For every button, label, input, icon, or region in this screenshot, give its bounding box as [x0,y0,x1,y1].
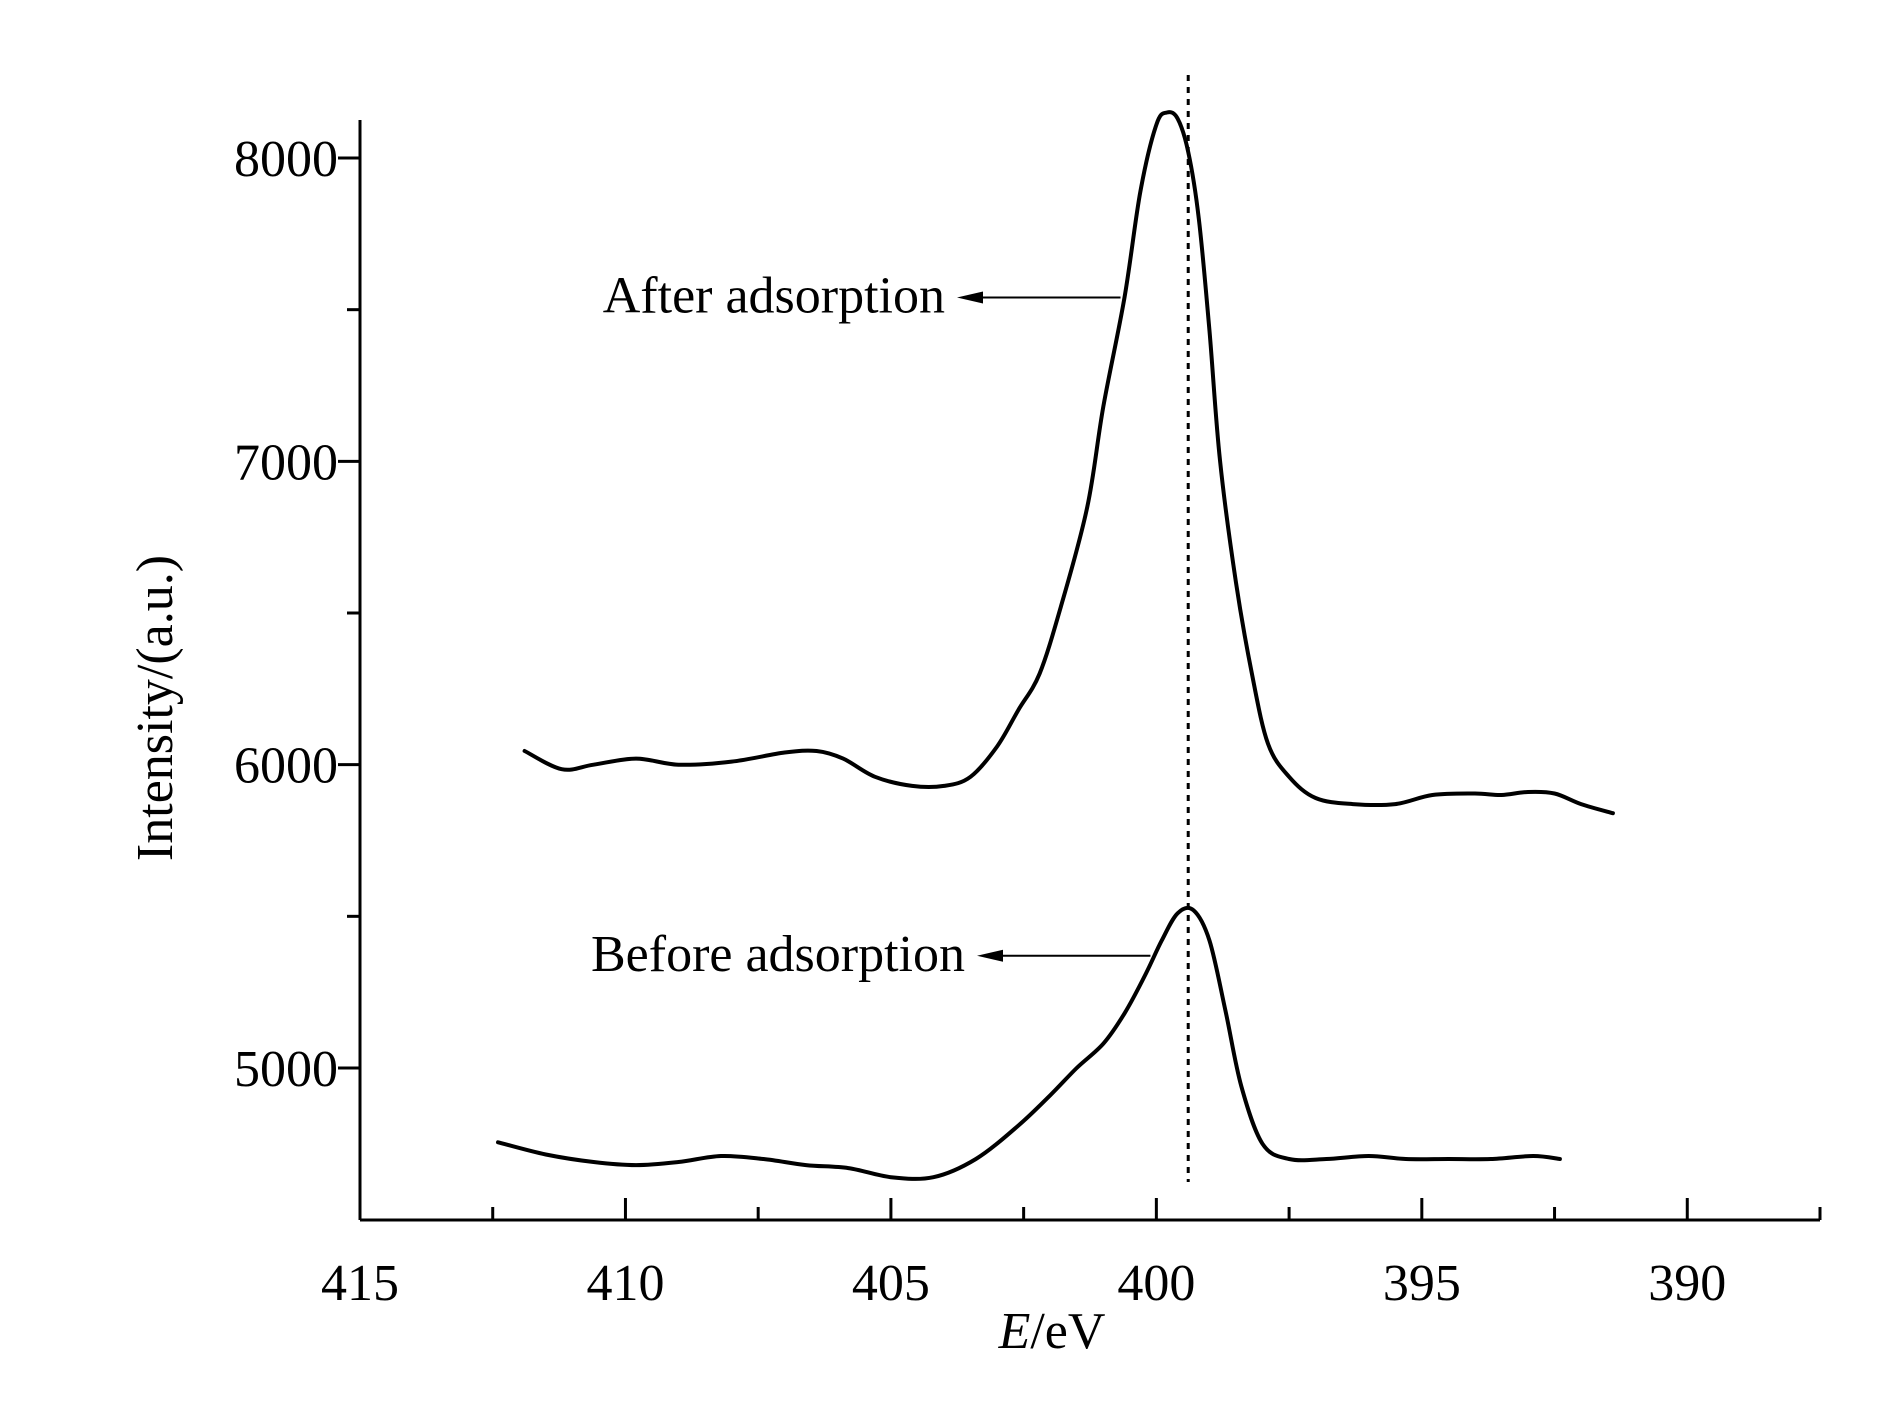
arrowhead-icon [977,949,1003,962]
series-line-before [496,905,1562,1181]
x-axis-title: E/eV [998,1303,1106,1360]
x-tick-label: 390 [1648,1255,1726,1312]
arrowhead-icon [957,291,983,304]
annotation-label-before: Before adsorption [591,926,965,983]
series-lines [496,110,1615,1181]
x-tick-label: 400 [1117,1255,1195,1312]
axes [358,120,1820,1222]
x-axis-ticks: 415 410 405 400 395 390 [321,1198,1822,1312]
x-tick-label: 410 [586,1255,664,1312]
y-tick-label: 7000 [234,434,338,491]
annotations: After adsorption Before adsorption [591,268,1151,983]
series-line-after [522,110,1615,816]
annotation-label-after: After adsorption [603,268,945,325]
x-tick-label: 415 [321,1255,399,1312]
y-tick-label: 8000 [234,131,338,188]
y-tick-label: 5000 [234,1041,338,1098]
y-tick-label: 6000 [234,738,338,795]
y-axis-title: Intensity/(a.u.) [127,555,184,861]
x-tick-label: 405 [852,1255,930,1312]
x-tick-label: 395 [1383,1255,1461,1312]
y-axis-ticks: 5000 6000 7000 8000 [234,131,360,1098]
